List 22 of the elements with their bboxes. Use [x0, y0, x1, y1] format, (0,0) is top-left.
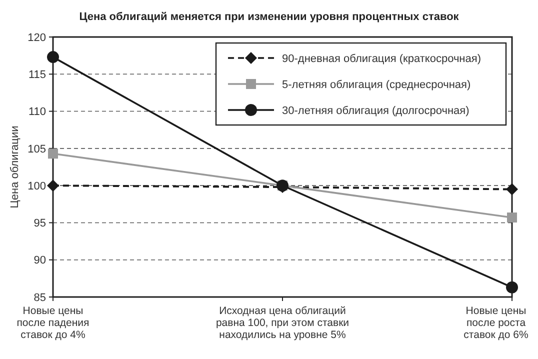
- point: [48, 148, 58, 159]
- y-tick-label: 85: [34, 292, 46, 304]
- x-tick-label: Новые цены после роста ставок до 6%: [464, 305, 528, 341]
- point: [47, 180, 59, 192]
- chart-title: Цена облигаций меняется при изменении уровня процентных ставок: [79, 11, 460, 23]
- legend-label: 90-дневная облигация (краткосрочная): [282, 52, 481, 65]
- y-tick-label: 100: [28, 180, 46, 192]
- y-tick-label: 95: [34, 218, 46, 230]
- y-tick-label: 110: [28, 106, 46, 118]
- point: [507, 212, 517, 223]
- point: [506, 183, 518, 196]
- y-tick-label: 90: [34, 254, 46, 267]
- legend-label: 5-летняя облигация (среднесрочная): [282, 78, 471, 91]
- legend-label: 30-летняя облигация (долгосрочная): [282, 104, 470, 117]
- y-tick-label: 120: [28, 32, 46, 44]
- y-tick-label: 115: [28, 68, 46, 81]
- y-tick-label: 105: [28, 143, 46, 156]
- point: [47, 51, 59, 64]
- x-tick-label: Исходная цена облигаций равна 100, при этом ставки находились на уровне 5%: [216, 305, 350, 341]
- x-tick-label: Новые цены после падения ставок до 4%: [16, 305, 90, 341]
- y-axis-title: Цена облигации: [9, 126, 21, 208]
- point: [506, 281, 518, 294]
